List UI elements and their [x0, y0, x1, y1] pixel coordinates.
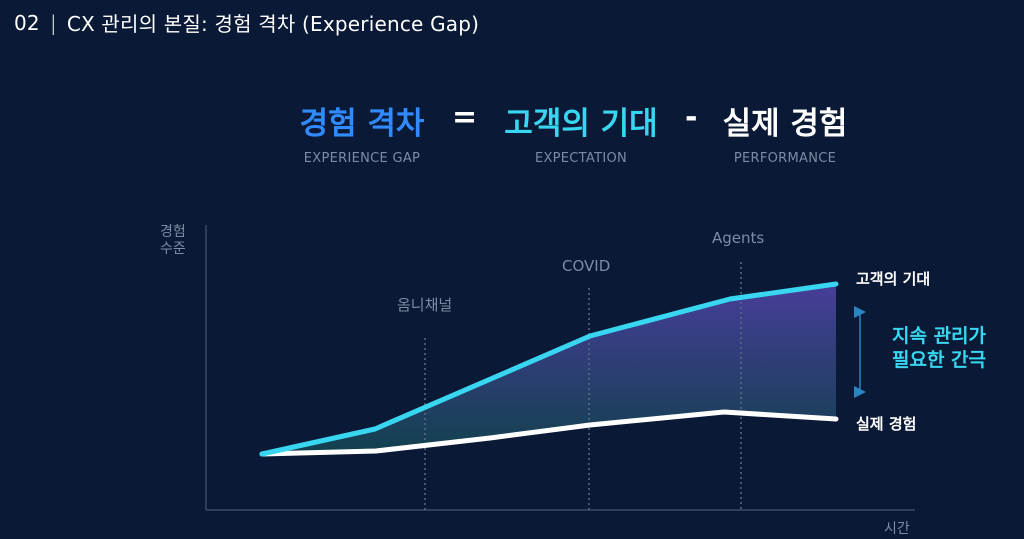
formula-term-expectation: 고객의 기대 EXPECTATION [486, 98, 676, 166]
y-axis-label-line2: 수준 [160, 241, 186, 257]
gap-area [262, 284, 836, 454]
slide-title: CX 관리의 본질: 경험 격차 (Experience Gap) [66, 12, 480, 36]
gap-formula: 경험 격차 EXPERIENCE GAP = 고객의 기대 EXPECTATIO… [0, 98, 1024, 178]
y-axis-label: 경험 수준 [160, 224, 186, 258]
expectation-subtitle: EXPECTATION [534, 151, 628, 166]
gap-note: 지속 관리가 필요한 간극 [892, 324, 986, 372]
gap-subtitle: EXPERIENCE GAP [303, 151, 421, 166]
section-number: 02 [14, 10, 40, 35]
minus-sign: - [685, 100, 698, 135]
performance-series-label: 실제 경험 [856, 415, 917, 433]
performance-subtitle: PERFORMANCE [733, 151, 837, 166]
x-axis-label: 시간 [884, 521, 910, 537]
milestone-label-agents: Agents [712, 229, 765, 247]
performance-title: 실제 경험 [722, 106, 848, 142]
gap-title: 경험 격차 [299, 106, 425, 142]
gap-note-line2: 필요한 간극 [892, 349, 987, 371]
expectation-line [259, 281, 839, 457]
slide-header: 02 | CX 관리의 본질: 경험 격차 (Experience Gap) [14, 8, 479, 37]
formula-term-performance: 실제 경험 PERFORMANCE [710, 98, 860, 166]
formula-term-gap: 경험 격차 EXPERIENCE GAP [282, 98, 442, 166]
expectation-title: 고객의 기대 [504, 106, 658, 142]
expectation-series-label: 고객의 기대 [856, 270, 931, 288]
equals-sign: = [452, 100, 478, 135]
header-divider: | [49, 10, 57, 35]
gap-note-line1: 지속 관리가 [892, 325, 987, 347]
performance-line [259, 409, 839, 457]
y-axis-label-line1: 경험 [160, 224, 186, 240]
milestone-label-covid: COVID [562, 257, 611, 275]
milestone-label-omnichannel: 옴니채널 [397, 296, 453, 314]
